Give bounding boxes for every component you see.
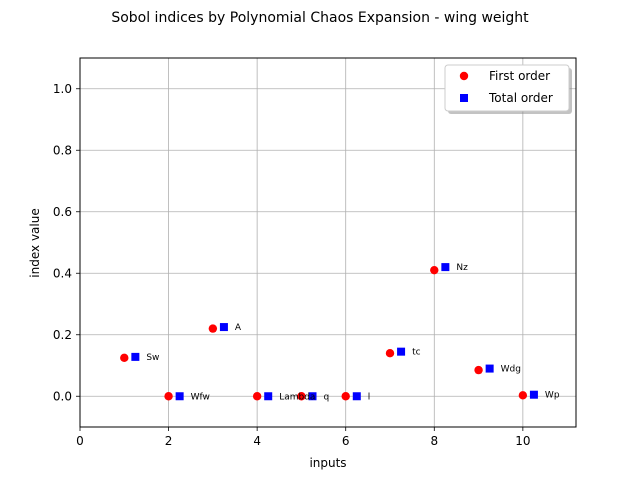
x-tick-label: 10 [515, 434, 530, 448]
first-order-point [120, 353, 129, 363]
point-label-lambda: Lambda [279, 392, 315, 402]
first-order-point [252, 392, 262, 401]
point-label-sw: Sw [146, 353, 159, 363]
total-order-point [352, 392, 361, 401]
first-order-point [430, 265, 439, 275]
first-order-point [518, 391, 528, 400]
x-tick-label: 2 [165, 434, 173, 448]
legend: First order Total order [444, 64, 572, 114]
y-axis-label: index value [28, 208, 42, 277]
total-order-point [485, 364, 494, 373]
total-order-point [308, 392, 317, 401]
x-tick-label: 6 [342, 434, 350, 448]
first-order-point [385, 349, 395, 358]
first-order-point [474, 365, 483, 375]
total-order-point [264, 392, 273, 401]
y-tick-label: 0.0 [53, 389, 72, 403]
first-order-point [208, 324, 218, 333]
point-label-q: q [324, 392, 330, 402]
first-order-point [297, 392, 306, 401]
plot-frame [79, 57, 577, 428]
legend-total-order-label: Total order [488, 91, 553, 105]
total-order-point [175, 392, 184, 401]
point-label-l: l [368, 392, 371, 402]
point-label-nz: Nz [456, 263, 468, 273]
x-tick-label: 4 [253, 434, 261, 448]
y-tick-label: 0.8 [53, 143, 72, 157]
first-order-point [164, 392, 173, 401]
legend-total-order-marker [460, 94, 468, 102]
data-marks: Sw Wfw A Lambda q l tc Nz Wdg Wp [120, 263, 560, 402]
x-tick-label: 8 [430, 434, 438, 448]
point-label-wfw: Wfw [191, 392, 210, 402]
chart-title: Sobol indices by Polynomial Chaos Expans… [111, 10, 529, 26]
total-order-point [131, 352, 140, 361]
y-tick-label: 1.0 [53, 82, 72, 96]
x-axis-label: inputs [309, 456, 346, 470]
point-label-wp: Wp [545, 391, 560, 401]
y-tick-label: 0.4 [53, 266, 72, 280]
legend-box [444, 64, 570, 112]
y-tick-label: 0.2 [53, 328, 72, 342]
legend-first-order-marker [459, 71, 469, 81]
axis-ticks: 0 2 4 6 8 10 0.0 0.2 0.4 0.6 0.8 1.0 [53, 82, 531, 448]
legend-first-order-label: First order [489, 69, 550, 83]
total-order-point [441, 263, 450, 272]
grid [79, 58, 576, 427]
x-tick-label: 0 [76, 434, 84, 448]
point-label-wdg: Wdg [501, 365, 521, 375]
total-order-point [219, 323, 228, 332]
total-order-point [397, 347, 406, 356]
point-label-tc: tc [412, 348, 421, 358]
y-tick-label: 0.6 [53, 205, 72, 219]
total-order-point [529, 390, 538, 399]
first-order-point [341, 392, 350, 401]
point-label-a: A [235, 323, 242, 333]
